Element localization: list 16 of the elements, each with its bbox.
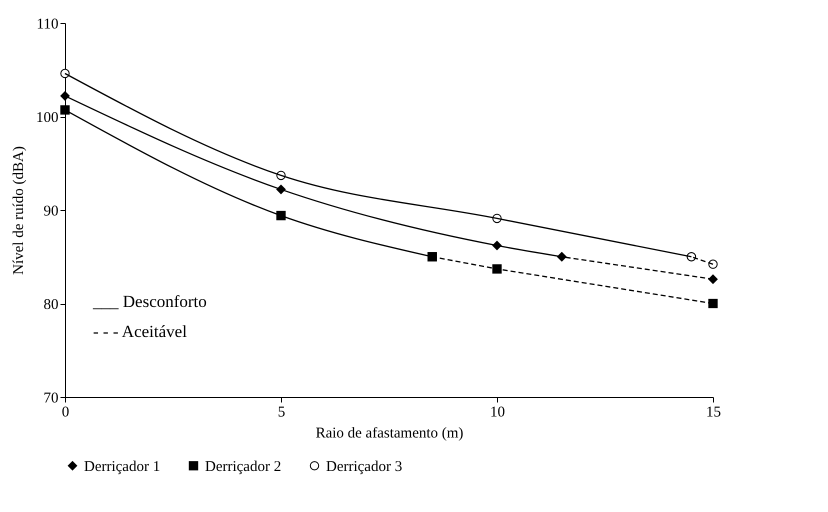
y-tick-label: 80 bbox=[44, 297, 58, 313]
y-tick-label: 90 bbox=[44, 204, 58, 220]
legend-label: Derriçador 1 bbox=[84, 458, 160, 475]
annotation: ___ Desconforto bbox=[92, 292, 207, 311]
x-tick-label: 5 bbox=[278, 404, 286, 420]
y-axis-title: Nível de ruído (dBA) bbox=[11, 146, 27, 275]
x-tick-label: 15 bbox=[706, 404, 721, 420]
legend-label: Derriçador 2 bbox=[205, 458, 282, 475]
annotation: - - - Aceitável bbox=[93, 322, 188, 341]
legend-label: Derriçador 3 bbox=[326, 458, 402, 475]
y-tick-label: 70 bbox=[44, 390, 58, 406]
x-tick-label: 10 bbox=[490, 404, 505, 420]
x-axis-title: Raio de afastamento (m) bbox=[316, 426, 464, 442]
y-tick-label: 110 bbox=[36, 16, 58, 32]
x-tick-label: 0 bbox=[62, 404, 70, 420]
y-tick-label: 100 bbox=[36, 110, 58, 126]
